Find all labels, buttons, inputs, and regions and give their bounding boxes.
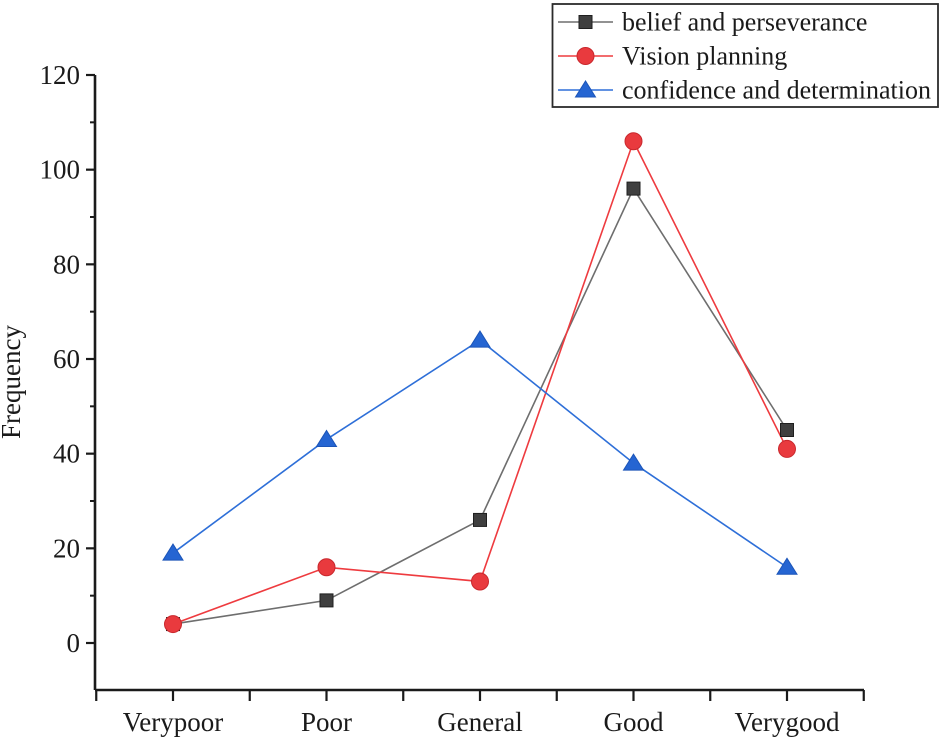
legend-marker-circle-icon [576,47,595,65]
series-line-confidence-and-determination [172,339,788,568]
data-point-confidence-and-determination-general [469,330,491,348]
y-tick-label: 20 [53,533,80,563]
data-point-confidence-and-determination-poor [315,429,338,447]
y-tick-label: 60 [53,344,80,374]
y-tick-label: 40 [53,439,80,469]
series-line-vision-planning [172,139,788,625]
data-point-confidence-and-determination-verygood [776,557,798,575]
data-point-belief-and-perseverance-verygood [780,423,794,437]
data-point-belief-and-perseverance-poor [319,593,334,608]
data-point-belief-and-perseverance-good [626,181,641,196]
x-category-label: Verypoor [123,707,223,737]
y-tick-label: 120 [40,60,81,90]
x-category-label: Good [604,707,664,737]
x-category-label: Poor [301,707,352,737]
x-category-label: General [437,707,522,737]
data-point-confidence-and-determination-good [622,453,645,471]
legend-marker-triangle-icon [574,80,597,98]
data-point-confidence-and-determination-verypoor [162,543,184,561]
data-point-belief-and-perseverance-general [473,512,487,527]
legend-label: Vision planning [622,42,787,71]
y-axis-title: Frequency [0,325,26,439]
data-point-vision-planning-verygood [778,439,796,458]
y-tick-label: 100 [40,155,81,185]
data-point-vision-planning-general [471,572,489,591]
series-line-belief-and-perseverance [172,186,788,625]
legend-marker-square-icon [578,15,593,29]
y-tick-label: 80 [53,249,80,279]
y-tick-label: 0 [67,628,81,658]
legend-box [551,3,939,108]
data-point-vision-planning-good [624,132,643,151]
legend-label: confidence and determination [622,76,931,105]
x-category-label: Verygood [735,707,840,737]
data-point-vision-planning-verypoor [164,615,182,634]
legend-label: belief and perseverance [622,8,867,37]
data-point-vision-planning-poor [317,558,336,577]
